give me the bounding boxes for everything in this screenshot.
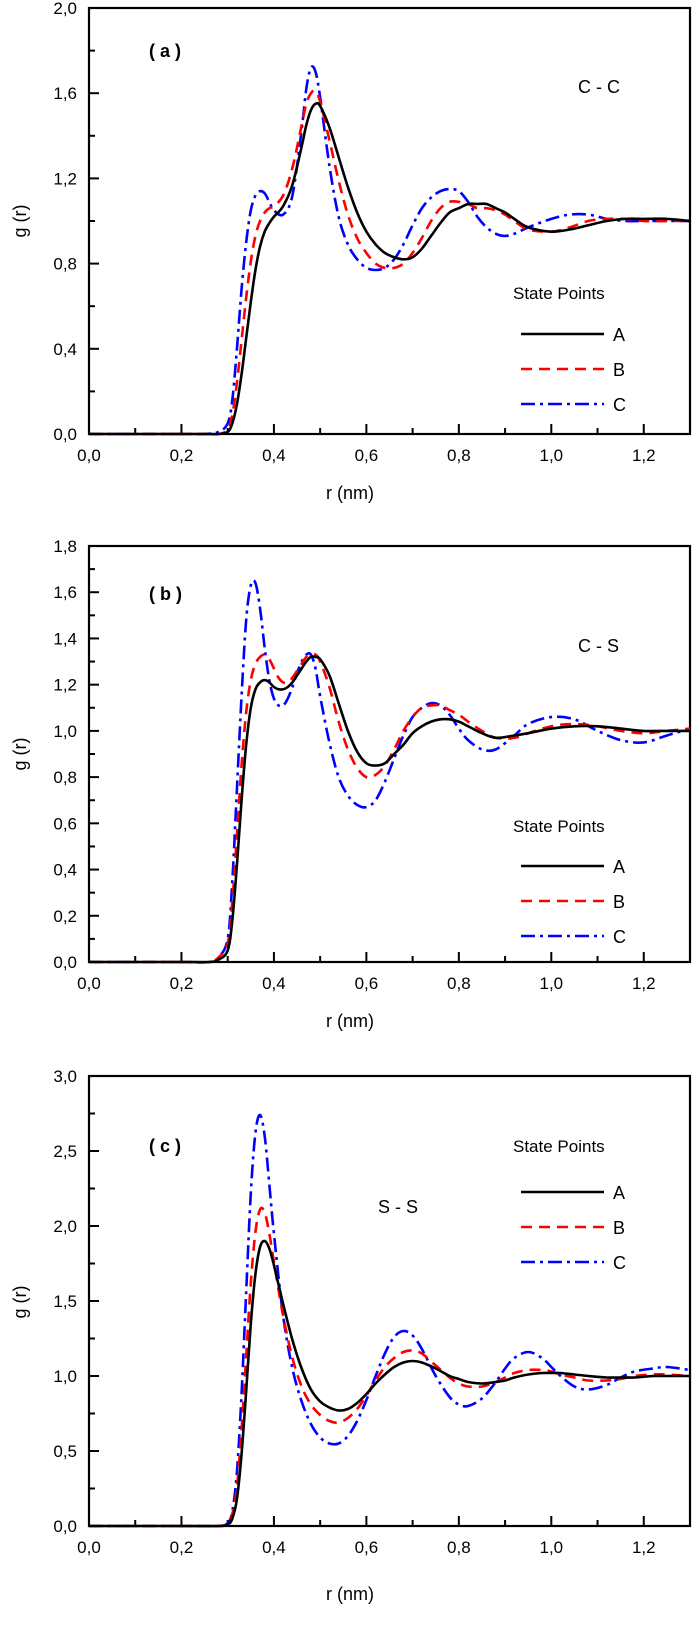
panel-c-plot-area: 0,0 0,2 0,4 0,6 0,8 1,0 1,2 0,0 0,5 1,0 1,5 2,0 2,5 3…	[53, 1067, 692, 1557]
panel-b-svg: 0,0 0,2 0,4 0,6 0,8 1,0 1,2 0,0 0,2 0,4 0,6 0,8 1,0 1…	[10, 537, 692, 1031]
axis-tick-label: 0,0	[77, 1538, 101, 1557]
axis-tick-label: 1,0	[53, 1367, 77, 1386]
axis-tick-label: 0,4	[53, 340, 77, 359]
axis-tick-label: 0,2	[170, 446, 194, 465]
axis-tick-label: 1,2	[53, 676, 77, 695]
axis-tick-label: 0,8	[447, 446, 471, 465]
panel-b-curve-B	[89, 652, 691, 964]
panel-c-yaxis-title: g (r)	[10, 1286, 30, 1319]
panel-a-legend-label-B: B	[613, 360, 625, 380]
panel-c-tick-labels: 0,0 0,2 0,4 0,6 0,8 1,0 1,2 0,0 0,5 1,0 1,5 2,0 2,5 3…	[53, 1067, 655, 1557]
axis-tick-label: 0,2	[53, 907, 77, 926]
panel-b-xaxis-title: r (nm)	[326, 1011, 374, 1031]
axis-tick-label: 2,0	[53, 1217, 77, 1236]
panel-b-tickmarks	[88, 545, 691, 963]
panel-a-xaxis-title: r (nm)	[326, 483, 374, 503]
panel-b-frame	[87, 544, 692, 964]
axis-tick-label: 0,0	[53, 1517, 77, 1536]
panel-c-tag: ( c )	[149, 1136, 181, 1156]
axis-tick-label: 0,2	[170, 974, 194, 993]
axis-tick-label: 0,6	[355, 446, 379, 465]
panel-c-legend-title: State Points	[513, 1137, 605, 1156]
panel-b-yaxis-title: g (r)	[10, 738, 30, 771]
axis-tick-label: 0,0	[53, 425, 77, 444]
panel-a-tickmarks	[88, 7, 691, 435]
axis-tick-label: 0,8	[447, 1538, 471, 1557]
panel-b-curve-C	[89, 579, 691, 964]
axis-tick-label: 0,6	[53, 814, 77, 833]
panel-c-svg: 0,0 0,2 0,4 0,6 0,8 1,0 1,2 0,0 0,5 1,0 1,5 2,0 2,5 3…	[10, 1067, 692, 1604]
panel-b-tag: ( b )	[149, 584, 182, 604]
axis-tick-label: 1,0	[53, 722, 77, 741]
axis-tick-label: 0,4	[53, 861, 77, 880]
axis-tick-label: 0,0	[53, 953, 77, 972]
panel-a-curve-B	[89, 89, 690, 436]
axis-tick-label: 0,0	[77, 446, 101, 465]
panel-a-tick-labels: 0,0 0,2 0,4 0,6 0,8 1,0 1,2 0,0 0,4 0,8 1,2 1,6 2,0	[53, 0, 655, 465]
panel-a-legend-label-C: C	[613, 395, 626, 415]
axis-tick-label: 0,8	[447, 974, 471, 993]
axis-tick-label: 1,5	[53, 1292, 77, 1311]
axis-tick-label: 0,6	[355, 1538, 379, 1557]
axis-tick-label: 1,6	[53, 583, 77, 602]
panel-a-tag: ( a )	[149, 41, 181, 61]
panel-c-curve-C	[89, 1113, 691, 1528]
panel-a-legend: State Points A B C	[513, 284, 626, 415]
axis-tick-label: 0,4	[262, 446, 286, 465]
panel-a-curve-A	[89, 101, 691, 436]
panel-b-tick-labels: 0,0 0,2 0,4 0,6 0,8 1,0 1,2 0,0 0,2 0,4 0,6 0,8 1,0 1…	[53, 537, 655, 993]
panel-a-legend-label-A: A	[613, 325, 625, 345]
axis-tick-label: 2,0	[53, 0, 77, 18]
panel-c-pair-label: S - S	[378, 1197, 418, 1217]
axis-tick-label: 0,5	[53, 1442, 77, 1461]
axis-tick-label: 1,2	[632, 446, 656, 465]
panel-c-legend: State Points A B C	[513, 1137, 626, 1273]
axis-tick-label: 3,0	[53, 1067, 77, 1086]
panel-c: 0,0 0,2 0,4 0,6 0,8 1,0 1,2 0,0 0,5 1,0 1,5 2,0 2,5 3…	[0, 1040, 700, 1646]
panel-b-legend-label-A: A	[613, 857, 625, 877]
panel-b-legend-title: State Points	[513, 817, 605, 836]
axis-tick-label: 0,0	[77, 974, 101, 993]
axis-tick-label: 0,4	[262, 1538, 286, 1557]
panel-c-curve-B	[89, 1206, 691, 1528]
axis-tick-label: 1,0	[539, 974, 563, 993]
panel-a-svg: 0,0 0,2 0,4 0,6 0,8 1,0 1,20,00,40,81,21,62,0 …	[10, 0, 692, 503]
axis-tick-label: 0,2	[170, 1538, 194, 1557]
axis-tick-label: 1,2	[632, 974, 656, 993]
panel-c-tickmarks	[88, 1075, 691, 1527]
axis-tick-label: 1,4	[53, 629, 77, 648]
axis-tick-label: 0,4	[262, 974, 286, 993]
panel-b: 0,0 0,2 0,4 0,6 0,8 1,0 1,2 0,0 0,2 0,4 0,6 0,8 1,0 1…	[0, 520, 700, 1040]
axis-tick-label: 0,6	[355, 974, 379, 993]
panel-a-pair-label: C - C	[578, 77, 620, 97]
panel-b-plot-area: 0,0 0,2 0,4 0,6 0,8 1,0 1,2 0,0 0,2 0,4 0,6 0,8 1,0 1…	[53, 537, 692, 993]
panel-a-plot-area: 0,0 0,2 0,4 0,6 0,8 1,0 1,2 0,0 0,4 0,8 1,2 1,6 2,0	[53, 0, 692, 465]
axis-tick-label: 1,2	[632, 1538, 656, 1557]
axis-tick-label: 0,8	[53, 768, 77, 787]
panel-b-legend-label-C: C	[613, 927, 626, 947]
panel-c-legend-label-B: B	[613, 1218, 625, 1238]
panel-b-legend-label-B: B	[613, 892, 625, 912]
panel-a-yaxis-title: g (r)	[10, 205, 30, 238]
panel-b-curve-A	[89, 655, 690, 964]
panel-c-xaxis-title: r (nm)	[326, 1584, 374, 1604]
axis-tick-label: 0,8	[53, 255, 77, 274]
panel-b-legend: State Points A B C	[513, 817, 626, 947]
panel-a-curve-C	[89, 65, 690, 436]
axis-tick-label: 1,8	[53, 537, 77, 556]
panel-c-legend-label-C: C	[613, 1253, 626, 1273]
panel-c-curve-A	[89, 1239, 690, 1528]
axis-tick-label: 2,5	[53, 1142, 77, 1161]
axis-tick-label: 1,0	[539, 446, 563, 465]
panel-a-legend-title: State Points	[513, 284, 605, 303]
panel-c-legend-label-A: A	[613, 1183, 625, 1203]
axis-tick-label: 1,0	[539, 1538, 563, 1557]
axis-tick-label: 1,6	[53, 84, 77, 103]
panel-a: 0,0 0,2 0,4 0,6 0,8 1,0 1,2 0,0 0,4 0,8 1,2 1,6 2,0 …	[0, 0, 700, 520]
panel-b-pair-label: C - S	[578, 636, 619, 656]
axis-tick-label: 1,2	[53, 169, 77, 188]
